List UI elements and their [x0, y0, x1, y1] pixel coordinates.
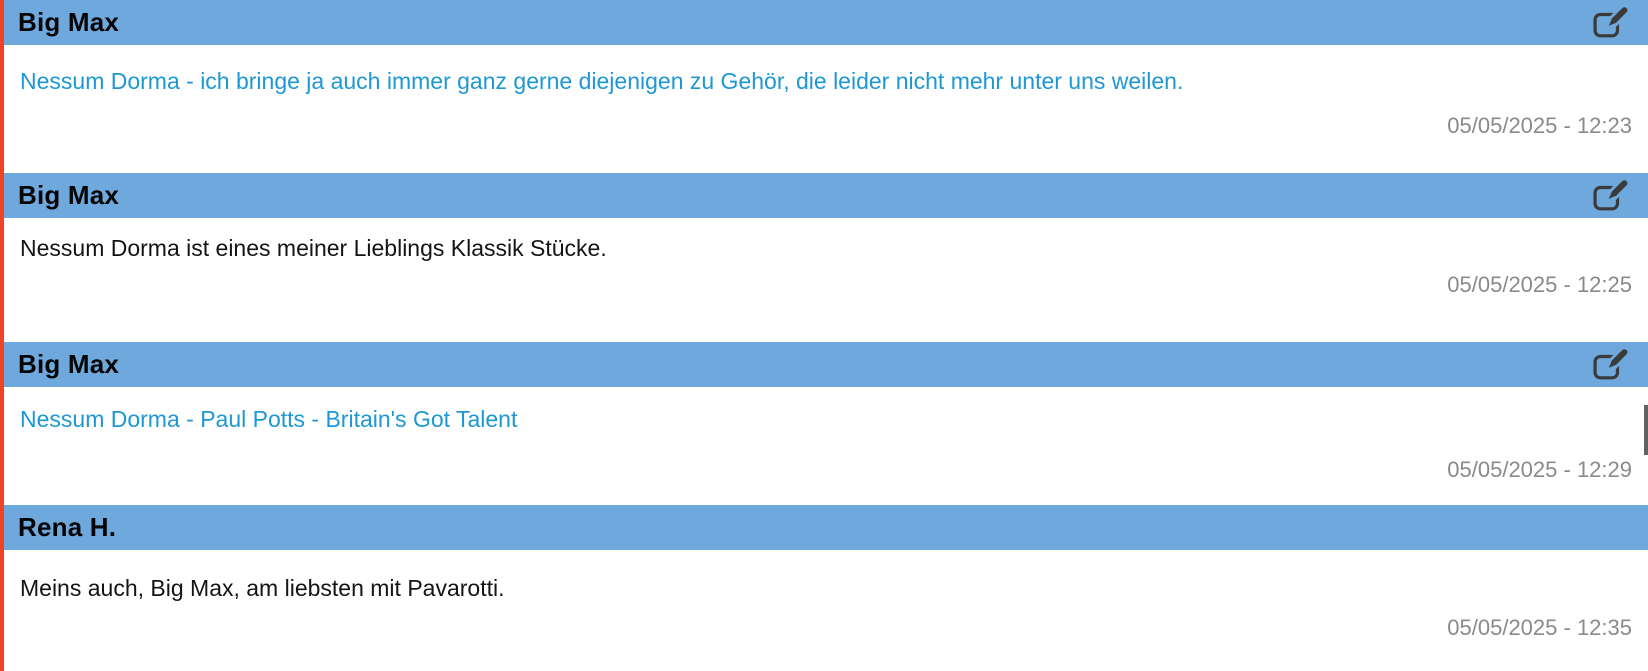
post: Big Max Nessum Dorma - Paul Potts - Brit… — [4, 342, 1648, 505]
post-link[interactable]: Nessum Dorma - ich bringe ja auch immer … — [20, 68, 1184, 94]
post-author: Big Max — [18, 180, 120, 210]
post-content: Nessum Dorma - ich bringe ja auch immer … — [4, 45, 1648, 173]
post-text: Nessum Dorma ist eines meiner Lieblings … — [20, 235, 607, 261]
edit-button[interactable] — [1588, 179, 1632, 213]
post-header: Big Max — [4, 342, 1648, 387]
scrollbar-thumb[interactable] — [1644, 405, 1648, 455]
edit-button[interactable] — [1588, 348, 1632, 382]
edit-button[interactable] — [1588, 6, 1632, 40]
edit-icon — [1593, 348, 1630, 379]
post-author: Big Max — [18, 7, 120, 37]
post-author: Rena H. — [18, 512, 117, 542]
post-text: Meins auch, Big Max, am liebsten mit Pav… — [20, 575, 505, 601]
post-timestamp: 05/05/2025 - 12:25 — [1447, 272, 1632, 297]
post-author: Big Max — [18, 349, 120, 379]
post: Big Max Nessum Dorma - ich bringe ja auc… — [4, 0, 1648, 173]
post-content: Nessum Dorma ist eines meiner Lieblings … — [4, 218, 1648, 342]
post-header: Rena H. — [4, 505, 1648, 550]
post-header: Big Max — [4, 0, 1648, 45]
post-header: Big Max — [4, 173, 1648, 218]
edit-icon — [1593, 6, 1630, 37]
post-timestamp: 05/05/2025 - 12:29 — [1447, 457, 1632, 482]
post: Rena H. Meins auch, Big Max, am liebsten… — [4, 505, 1648, 671]
post: Big Max Nessum Dorma ist eines meiner Li… — [4, 173, 1648, 342]
edit-icon — [1593, 179, 1630, 210]
post-link[interactable]: Nessum Dorma - Paul Potts - Britain's Go… — [20, 406, 518, 432]
post-timestamp: 05/05/2025 - 12:23 — [1447, 113, 1632, 138]
post-content: Meins auch, Big Max, am liebsten mit Pav… — [4, 550, 1648, 671]
post-timestamp: 05/05/2025 - 12:35 — [1447, 615, 1632, 640]
post-content: Nessum Dorma - Paul Potts - Britain's Go… — [4, 387, 1648, 505]
